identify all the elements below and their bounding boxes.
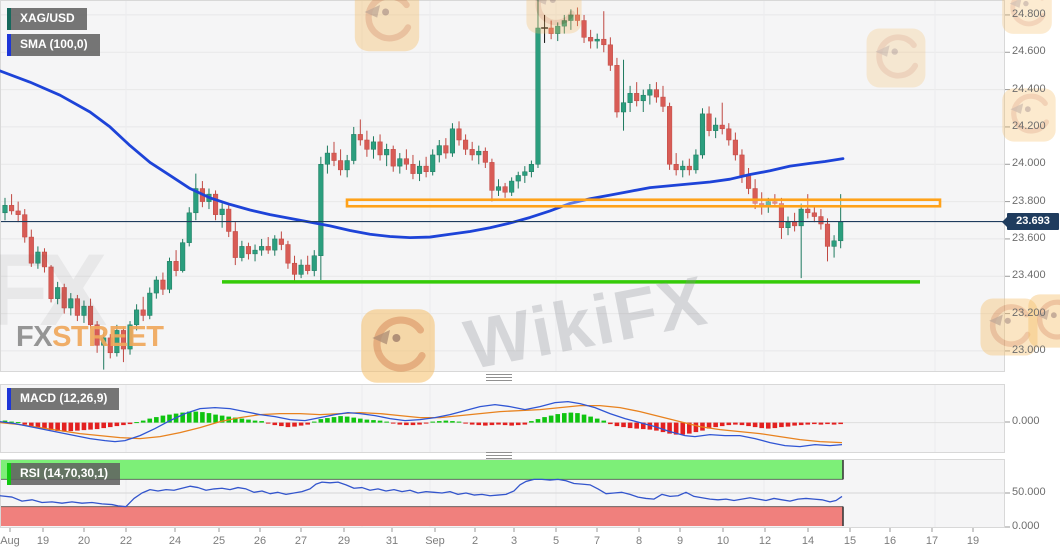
time-axis-label: Sep bbox=[425, 535, 445, 547]
price-chart-panel[interactable] bbox=[0, 0, 1005, 372]
price-axis-label: 24.800 bbox=[1012, 7, 1046, 20]
time-axis-label: 5 bbox=[552, 535, 560, 547]
price-axis-label: 24.200 bbox=[1012, 119, 1046, 132]
rsi-indicator-panel[interactable] bbox=[0, 459, 1005, 528]
macd-indicator-panel[interactable] bbox=[0, 384, 1005, 453]
price-axis-label: 23.400 bbox=[1012, 269, 1046, 282]
time-axis-label: 17 bbox=[925, 535, 939, 547]
sma-legend-chip[interactable]: SMA (100,0) bbox=[7, 34, 100, 56]
sma-label: SMA (100,0) bbox=[20, 37, 88, 51]
time-axis-label: 27 bbox=[294, 535, 308, 547]
time-axis-label: 14 bbox=[801, 535, 815, 547]
price-axis-label: 24.600 bbox=[1012, 45, 1046, 58]
time-axis-label: 9 bbox=[676, 535, 684, 547]
price-axis-label: 24.000 bbox=[1012, 157, 1046, 170]
last-price-badge: 23.693 bbox=[1002, 213, 1059, 231]
price-axis-label: 24.400 bbox=[1012, 82, 1046, 95]
macd-rsi-splitter[interactable] bbox=[486, 452, 512, 459]
time-axis-label: 19 bbox=[36, 535, 50, 547]
time-axis-label: 31 bbox=[385, 535, 399, 547]
time-axis-label: 19 bbox=[966, 535, 980, 547]
rsi-legend-chip[interactable]: RSI (14,70,30,1) bbox=[7, 463, 121, 485]
time-axis-label: 8 bbox=[635, 535, 643, 547]
price-axis-label: 23.800 bbox=[1012, 194, 1046, 207]
fx-background-watermark: FX bbox=[0, 233, 107, 347]
time-axis-label: 2 bbox=[471, 535, 479, 547]
fxstreet-street-text: STREET bbox=[52, 321, 164, 353]
fxstreet-logo-watermark: FXSTREET bbox=[16, 321, 164, 354]
time-axis-label: 7 bbox=[593, 535, 601, 547]
time-axis-label: 25 bbox=[212, 535, 226, 547]
time-axis-label: 15 bbox=[843, 535, 857, 547]
price-axis-label: 23.000 bbox=[1012, 343, 1046, 356]
time-axis-label: 26 bbox=[253, 535, 267, 547]
time-axis-label: 24 bbox=[168, 535, 182, 547]
indicator-axis-label: 50.000 bbox=[1012, 486, 1046, 498]
price-axis-label: 23.600 bbox=[1012, 231, 1046, 244]
macd-legend-chip[interactable]: MACD (12,26,9) bbox=[7, 388, 120, 410]
time-axis-label: 3 bbox=[510, 535, 518, 547]
main-macd-splitter[interactable] bbox=[486, 374, 512, 381]
symbol-legend-chip[interactable]: XAG/USD bbox=[7, 8, 87, 30]
symbol-label: XAG/USD bbox=[20, 11, 75, 25]
time-axis-label: Aug bbox=[0, 535, 20, 547]
rsi-label: RSI (14,70,30,1) bbox=[20, 466, 109, 480]
price-axis-label: 23.200 bbox=[1012, 306, 1046, 319]
time-axis-label: 20 bbox=[77, 535, 91, 547]
time-axis-label: 10 bbox=[716, 535, 730, 547]
time-axis-label: 16 bbox=[883, 535, 897, 547]
time-axis-label: 22 bbox=[119, 535, 133, 547]
time-axis-label: 29 bbox=[337, 535, 351, 547]
wikifx-eagle-logo-watermark bbox=[1028, 294, 1060, 348]
time-axis-label: 12 bbox=[758, 535, 772, 547]
fxstreet-fx-text: FX bbox=[16, 321, 53, 353]
indicator-axis-label: 0.000 bbox=[1012, 520, 1040, 532]
indicator-axis-label: 0.000 bbox=[1012, 415, 1040, 427]
macd-label: MACD (12,26,9) bbox=[20, 391, 108, 405]
wikifx-eagle-logo-watermark bbox=[1002, 88, 1056, 142]
